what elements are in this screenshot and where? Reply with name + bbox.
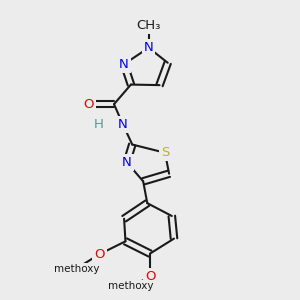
Text: methoxy: methoxy [108,281,154,291]
Text: O: O [94,248,105,261]
Text: methoxy: methoxy [54,264,99,274]
Text: O: O [83,98,94,111]
Text: O: O [145,270,155,283]
Text: N: N [118,118,128,130]
Text: H: H [94,118,104,130]
Text: CH₃: CH₃ [136,19,161,32]
Text: S: S [161,146,169,159]
Text: N: N [119,58,129,70]
Text: N: N [122,156,132,169]
Text: N: N [144,41,154,54]
